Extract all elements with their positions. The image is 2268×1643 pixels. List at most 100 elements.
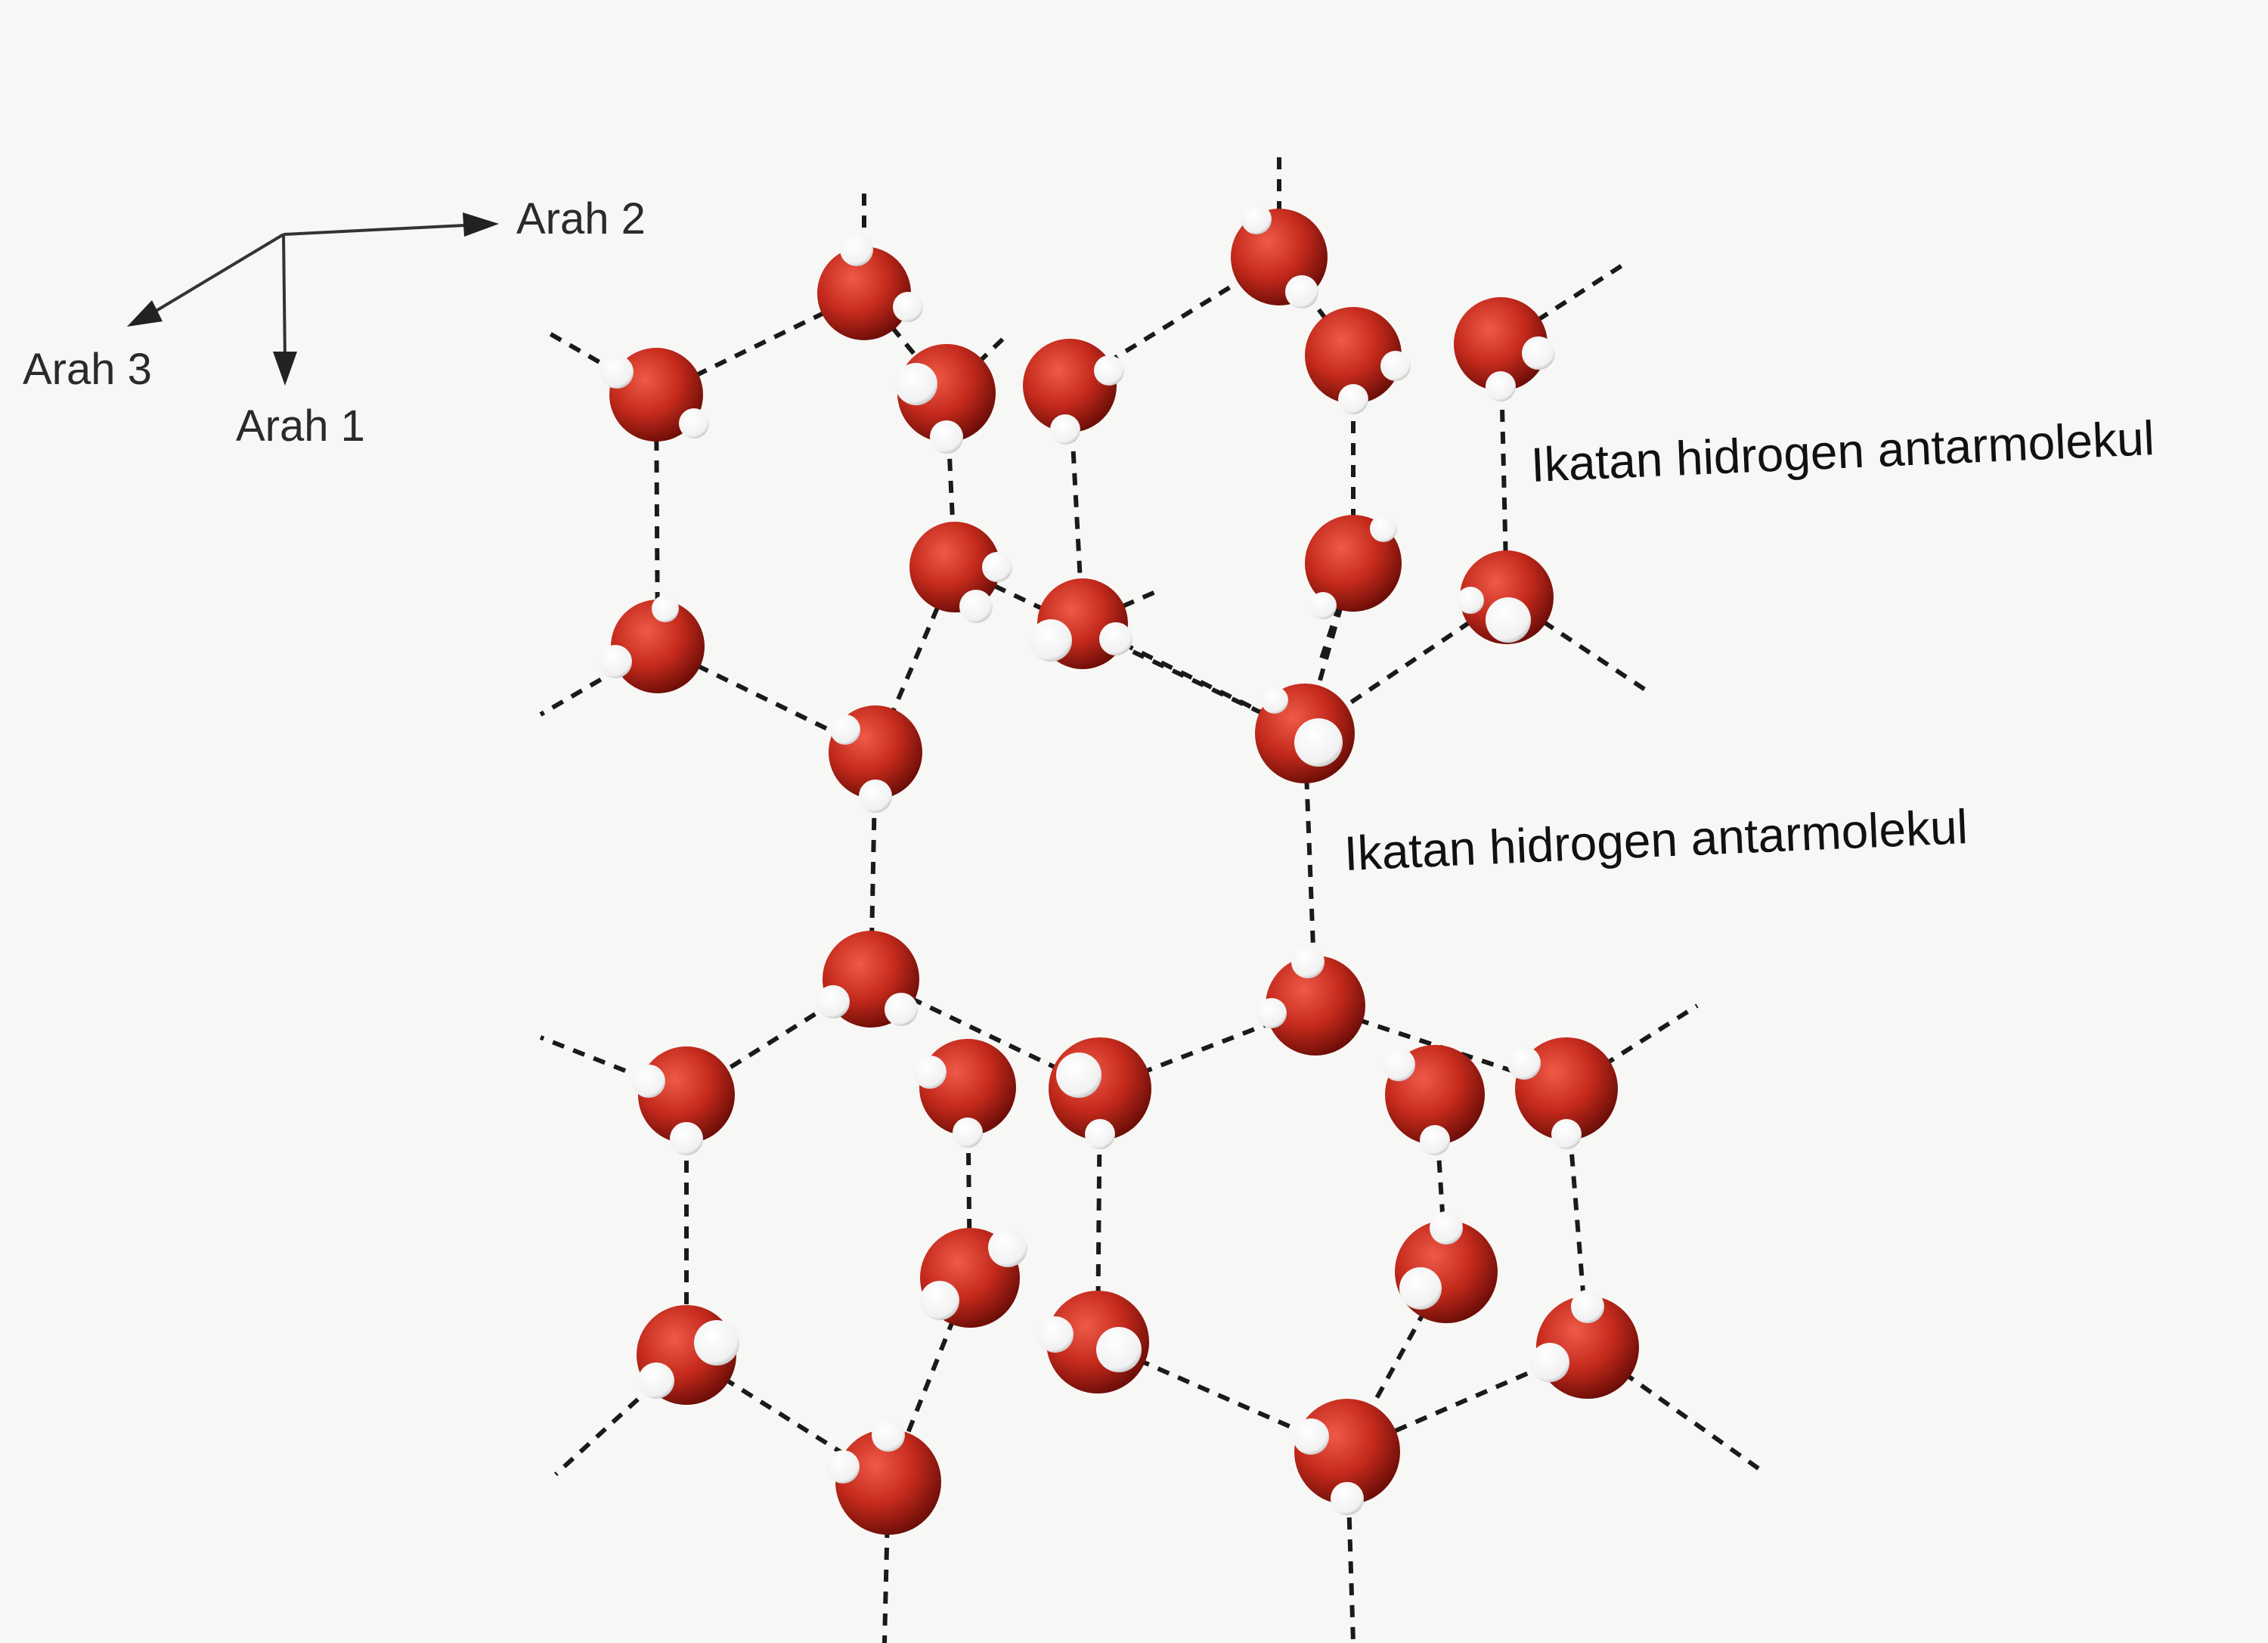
hydrogen-atom [1420, 1125, 1450, 1155]
hydrogen-atom [1309, 592, 1337, 619]
water-molecule [632, 1046, 735, 1155]
water-molecule [1530, 1290, 1639, 1399]
hydrogen-atom [632, 1065, 665, 1098]
hydrogen-atom [1291, 945, 1325, 978]
hydrogen-atom [1050, 414, 1080, 445]
hydrogen-atom [1457, 587, 1484, 614]
hydrogen-atom [930, 420, 963, 454]
hydrogen-atom [1380, 351, 1411, 381]
hydrogen-atom [893, 292, 923, 322]
water-molecule [817, 233, 923, 340]
hydrogen-atom [1294, 718, 1343, 767]
hydrogen-atom [1056, 1052, 1101, 1098]
hydrogen-bonds [539, 147, 1763, 1643]
water-molecule [1395, 1211, 1498, 1323]
hydrogen-atom [816, 985, 850, 1018]
axis-arrowhead-2 [463, 212, 499, 237]
hydrogen-bond-line [944, 334, 1008, 395]
hydrogen-atom [1507, 1046, 1541, 1080]
oxygen-atom [638, 1046, 735, 1143]
hydrogen-atom [1522, 336, 1555, 370]
axis-arrow-1 [282, 234, 287, 362]
hydrogen-atom [859, 780, 892, 813]
oxygen-atom [611, 600, 705, 693]
hydrogen-atom [1285, 275, 1318, 308]
hydrogen-atom [840, 233, 873, 266]
hydrogen-atom [1486, 597, 1531, 643]
hydrogen-atom [830, 715, 860, 745]
hydrogen-atom [982, 552, 1012, 582]
water-molecule [1454, 297, 1555, 401]
water-molecule [913, 1039, 1016, 1148]
oxygen-atom [909, 522, 1000, 612]
hydrogen-atom [959, 590, 993, 623]
water-molecules [599, 204, 1639, 1535]
axis-label-arah-2: Arah 2 [516, 194, 646, 243]
water-molecule [1256, 945, 1365, 1056]
axis-arrow-2 [283, 223, 481, 236]
axis-arrow-3 [150, 233, 285, 315]
water-molecule [816, 931, 919, 1028]
hydrogen-bond-line [1081, 587, 1162, 626]
hydrogen-atom [1382, 1048, 1415, 1081]
hydrogen-atom [1094, 355, 1124, 386]
hydrogen-atom [1571, 1290, 1604, 1323]
hydrogen-atom [1293, 1418, 1329, 1455]
hydrogen-bond-line [1317, 563, 1356, 666]
hydrogen-atom [1261, 687, 1288, 714]
hydrogen-atom [953, 1118, 983, 1148]
hydrogen-atom [1530, 1343, 1569, 1382]
water-molecule [895, 344, 996, 454]
oxygen-atom [1305, 307, 1402, 404]
hydrogen-atom [599, 645, 632, 678]
hydrogen-atom [988, 1228, 1027, 1267]
hydrogen-atom [694, 1320, 739, 1366]
hydrogen-atom [1096, 1327, 1142, 1372]
hydrogen-atom [1551, 1119, 1582, 1149]
hydrogen-atom [1099, 622, 1132, 656]
hydrogen-bond-line [869, 752, 878, 980]
hydrogen-atom [652, 595, 679, 622]
hydrogen-atom [1399, 1267, 1442, 1310]
axis-indicator [127, 212, 499, 386]
water-molecule [637, 1305, 739, 1405]
hydrogen-bond-line [1586, 1345, 1763, 1473]
axis-arrowhead-1 [273, 352, 297, 386]
axis-label-arah-1: Arah 1 [236, 401, 365, 451]
hydrogen-atom [1030, 619, 1072, 662]
hydrogen-atom [1256, 998, 1287, 1028]
hydrogen-atom [920, 1281, 959, 1320]
hydrogen-atom [872, 1418, 905, 1452]
water-molecule [1231, 204, 1328, 308]
water-molecule [1507, 1037, 1618, 1149]
hydrogen-bond-line [655, 291, 866, 397]
water-molecule [1293, 1399, 1400, 1515]
hydrogen-atom [1486, 371, 1516, 401]
water-molecule [826, 1418, 941, 1535]
hydrogen-atom [1241, 204, 1272, 234]
hydrogen-atom [895, 363, 937, 405]
hydrogen-atom [1430, 1211, 1463, 1245]
water-molecule [1023, 339, 1124, 445]
water-molecule [1305, 307, 1411, 414]
hydrogen-bond-line [1098, 1003, 1317, 1091]
oxygen-atom [835, 1429, 941, 1535]
oxygen-atom [817, 246, 911, 340]
water-molecule [920, 1228, 1027, 1328]
oxygen-atom [1023, 339, 1117, 432]
water-molecule [1049, 1037, 1151, 1149]
hydrogen-bond-line [953, 565, 1306, 736]
hydrogen-atom [1085, 1119, 1115, 1149]
water-molecule [1382, 1045, 1485, 1155]
hydrogen-atom [679, 408, 709, 439]
hydrogen-atom [826, 1450, 860, 1483]
axis-label-arah-3: Arah 3 [23, 345, 152, 394]
water-molecule [599, 595, 705, 693]
water-molecule [829, 705, 922, 813]
oxygen-atom [1266, 956, 1365, 1056]
oxygen-atom [1454, 297, 1548, 391]
hydrogen-atom [638, 1362, 674, 1399]
hydrogen-atom [1370, 515, 1397, 542]
hydrogen-atom [600, 355, 634, 389]
